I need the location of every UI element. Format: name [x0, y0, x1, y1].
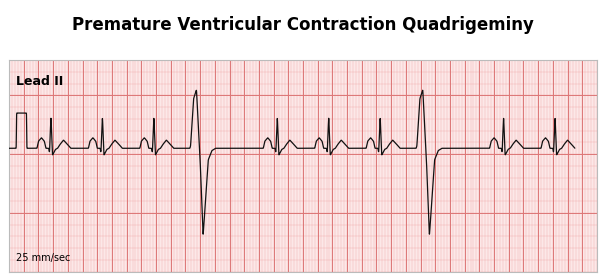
- Text: Premature Ventricular Contraction Quadrigeminy: Premature Ventricular Contraction Quadri…: [72, 16, 534, 34]
- Text: Lead II: Lead II: [16, 75, 64, 88]
- Text: 25 mm/sec: 25 mm/sec: [16, 253, 70, 263]
